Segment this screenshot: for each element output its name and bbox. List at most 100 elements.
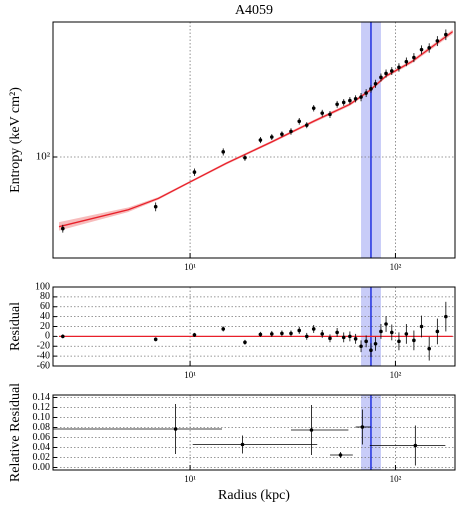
data-point: [435, 39, 440, 43]
x-tick-label: 10²: [390, 370, 402, 380]
data-point: [419, 47, 424, 52]
data-point: [360, 425, 365, 429]
y-tick-label: 0.12: [33, 402, 51, 413]
x-tick-label: 10¹: [184, 370, 196, 380]
data-point: [444, 314, 448, 319]
data-point: [427, 46, 431, 50]
y-tick-label: 100: [35, 281, 50, 292]
y-tick-label: -40: [37, 350, 50, 361]
y-tick-label: 20: [40, 321, 50, 332]
y-tick-label: 0.02: [33, 452, 51, 463]
data-point: [412, 55, 416, 60]
data-point: [444, 32, 448, 37]
data-point: [320, 111, 325, 115]
y-tick-label: 80: [40, 291, 50, 302]
x-tick-label: 10²: [390, 474, 402, 484]
data-point: [427, 346, 431, 351]
data-point: [280, 132, 284, 136]
data-point: [364, 339, 368, 344]
chart-title: A4059: [235, 3, 273, 18]
plot-frame: [52, 286, 456, 367]
y-tick-label: 0.08: [33, 422, 51, 433]
data-point: [221, 150, 226, 154]
data-point: [61, 334, 65, 339]
data-point: [364, 91, 368, 95]
data-point: [419, 324, 424, 329]
data-point: [153, 337, 158, 342]
data-point: [373, 81, 378, 86]
data-point: [328, 112, 332, 117]
data-point: [243, 155, 247, 160]
y-tick-label: 0: [45, 331, 50, 342]
data-point: [304, 334, 309, 339]
y-axis-title: Entropy (keV cm²): [8, 87, 23, 193]
data-point: [61, 226, 65, 231]
data-point: [173, 427, 178, 431]
y-tick-label: 10²: [36, 151, 51, 163]
data-point: [192, 333, 197, 337]
data-point: [192, 170, 197, 174]
data-point: [153, 204, 158, 209]
data-point: [397, 339, 401, 344]
data-point: [435, 329, 440, 334]
data-point: [335, 102, 339, 107]
data-point: [311, 106, 316, 110]
x-tick-label: 10¹: [184, 262, 196, 272]
data-point: [379, 329, 383, 334]
data-point: [289, 129, 293, 134]
data-point: [311, 327, 316, 331]
x-tick-label: 10²: [390, 262, 402, 272]
data-point: [359, 95, 363, 99]
data-point: [240, 442, 245, 447]
data-point: [341, 100, 346, 105]
y-tick-label: 0.06: [33, 432, 51, 443]
y-axis-title: Residual: [8, 302, 23, 351]
data-point: [359, 344, 363, 349]
data-point: [320, 332, 325, 336]
data-point: [258, 332, 263, 337]
data-point: [379, 75, 383, 80]
data-point: [221, 327, 226, 331]
y-tick-label: 40: [40, 311, 50, 322]
x-tick-label: 10¹: [184, 474, 196, 484]
data-point: [297, 328, 302, 333]
y-tick-label: -20: [37, 341, 50, 352]
y-axis-title: Relative Residual: [8, 383, 23, 482]
data-point: [280, 331, 284, 336]
data-point: [270, 332, 274, 336]
data-point: [384, 322, 388, 326]
data-point: [353, 96, 358, 101]
data-point: [412, 338, 416, 343]
data-point: [348, 98, 352, 103]
data-point: [389, 330, 394, 335]
plot-frame: [52, 394, 456, 471]
data-point: [338, 453, 343, 457]
data-point: [353, 337, 358, 341]
y-tick-label: 60: [40, 301, 50, 312]
plot-frame: [52, 21, 456, 259]
y-tick-label: 0.14: [33, 392, 51, 403]
model-band: [59, 29, 453, 231]
data-point: [397, 65, 401, 70]
model-line: [58, 31, 454, 228]
data-point: [289, 331, 293, 336]
data-point: [389, 69, 394, 73]
data-point: [348, 334, 352, 339]
y-tick-label: 0.00: [33, 462, 51, 473]
data-point: [404, 332, 409, 336]
data-point: [328, 336, 332, 341]
data-point: [304, 123, 309, 127]
data-point: [404, 59, 409, 64]
data-point: [413, 443, 418, 448]
y-tick-label: -60: [37, 360, 50, 371]
data-point: [341, 335, 346, 340]
y-tick-label: 0.10: [33, 412, 51, 423]
x-axis-title: Radius (kpc): [218, 488, 290, 503]
data-point: [297, 119, 302, 124]
data-point: [369, 348, 373, 353]
y-tick-label: 0.04: [33, 442, 51, 453]
data-point: [369, 87, 373, 91]
data-point: [373, 341, 378, 346]
data-point: [309, 428, 314, 432]
